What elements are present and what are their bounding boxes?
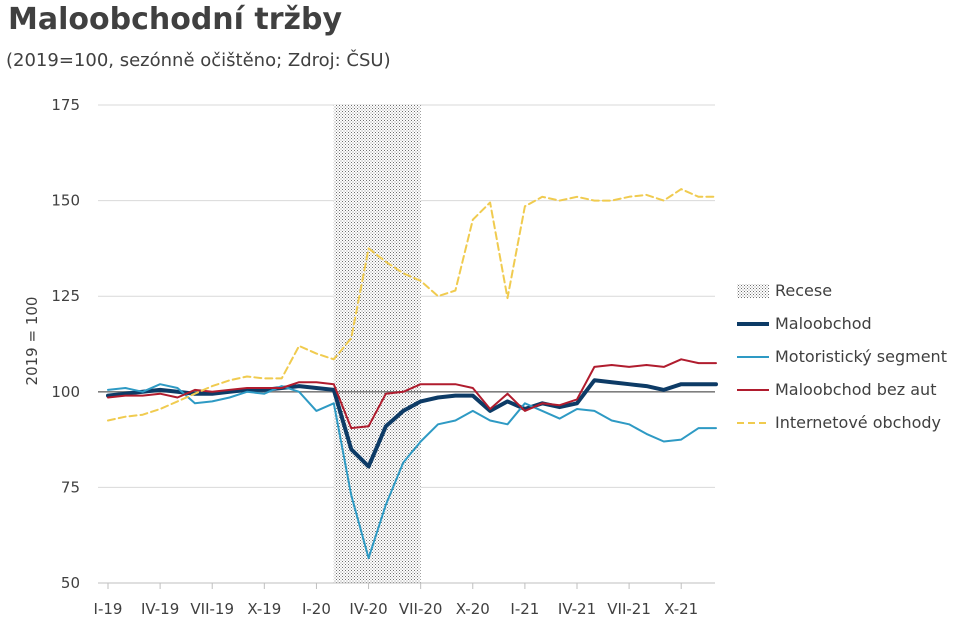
- x-tick-label: X-19: [247, 600, 281, 618]
- series-line: [107, 358, 717, 430]
- legend: Recese Maloobchod Motoristický segment Malo…: [737, 281, 947, 432]
- y-axis-label: 2019 = 100: [23, 297, 41, 386]
- x-tick-label: VII-20: [399, 600, 443, 618]
- y-tick-label: 175: [51, 96, 80, 114]
- recession-shade-layer: [333, 105, 421, 583]
- x-tick-label: I-19: [94, 600, 123, 618]
- y-tick-label: 50: [61, 574, 80, 592]
- x-tick-label: I-21: [510, 600, 539, 618]
- series-line: [107, 188, 717, 422]
- x-tick-label: IV-19: [141, 600, 179, 618]
- x-tick-label: IV-20: [349, 600, 387, 618]
- x-tick-label: VII-21: [607, 600, 651, 618]
- legend-label: Recese: [775, 281, 832, 300]
- legend-label: Maloobchod: [775, 314, 872, 333]
- x-tick-label: VII-19: [190, 600, 234, 618]
- x-tick-label: IV-21: [558, 600, 596, 618]
- x-tick-label: I-20: [302, 600, 331, 618]
- legend-label: Maloobchod bez aut: [775, 380, 936, 399]
- legend-swatch: [737, 284, 769, 298]
- chart-subtitle: (2019=100, sezónně očištěno; Zdroj: ČSU): [6, 50, 391, 71]
- recession-shade: [333, 105, 421, 583]
- y-tick-label: 75: [61, 478, 80, 496]
- x-tick-label: X-21: [664, 600, 698, 618]
- y-tick-label: 150: [51, 192, 80, 210]
- y-tick-label: 125: [51, 287, 80, 305]
- chart-title: Maloobchodní tržby: [8, 2, 343, 37]
- x-tick-label: X-20: [456, 600, 490, 618]
- legend-label: Internetové obchody: [775, 413, 941, 432]
- y-tick-label: 100: [51, 383, 80, 401]
- series-line: [107, 383, 717, 560]
- series-layer: [106, 188, 718, 560]
- legend-label: Motoristický segment: [775, 347, 947, 366]
- series-line: [106, 378, 718, 469]
